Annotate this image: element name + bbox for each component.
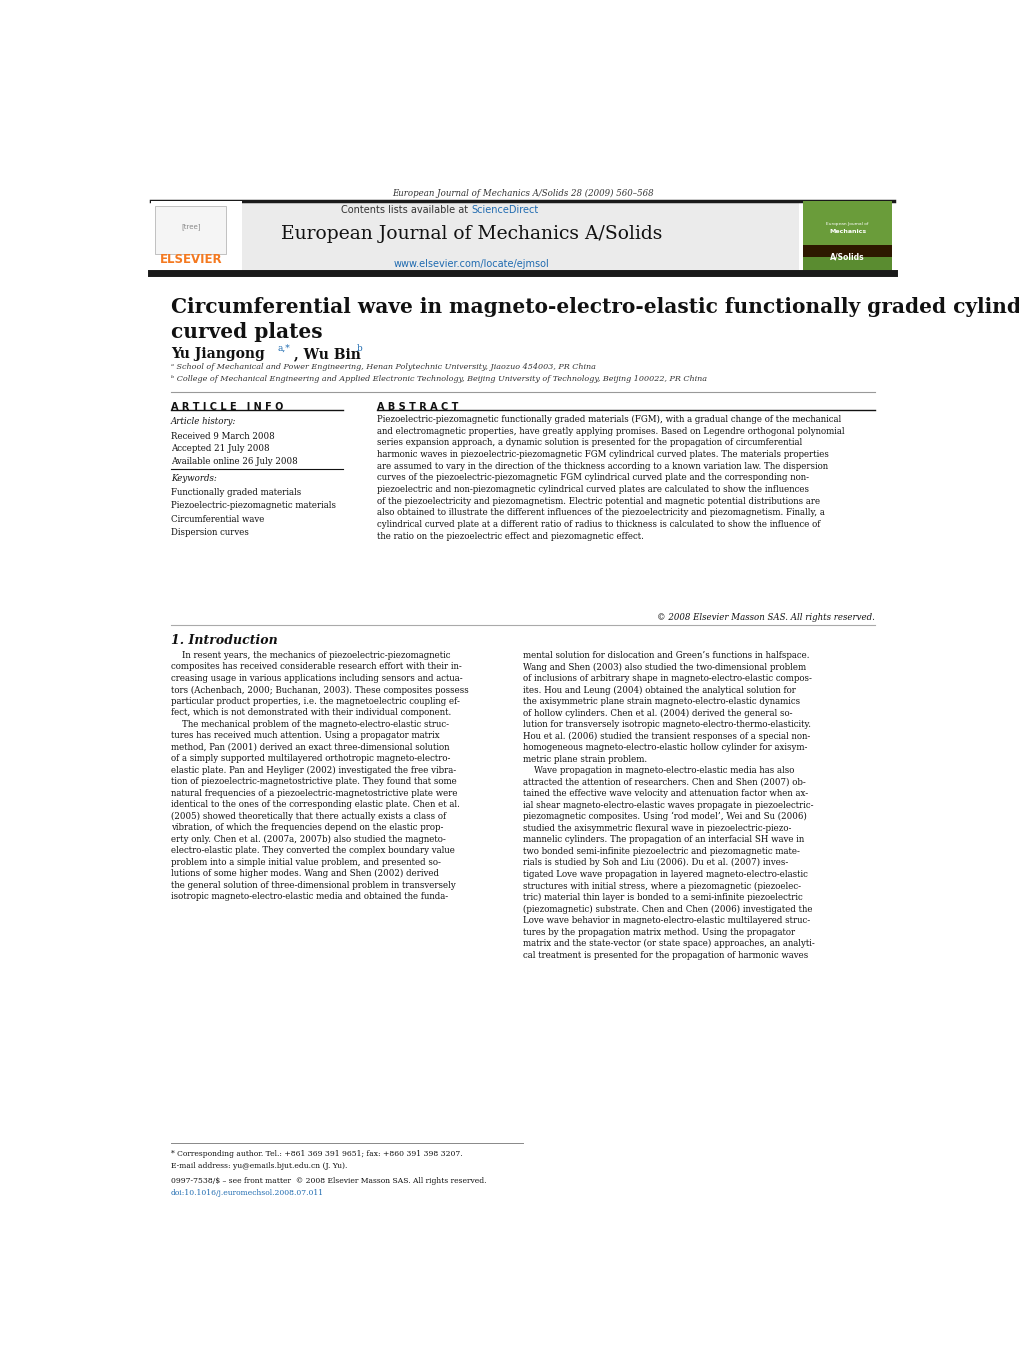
Text: Article history:: Article history: (171, 417, 236, 426)
Text: Dispersion curves: Dispersion curves (171, 528, 249, 538)
Text: ᵃ School of Mechanical and Power Engineering, Henan Polytechnic University, Jiao: ᵃ School of Mechanical and Power Enginee… (171, 363, 595, 372)
Text: b: b (357, 345, 362, 353)
Text: In resent years, the mechanics of piezoelectric-piezomagnetic
composites has rec: In resent years, the mechanics of piezoe… (171, 651, 469, 901)
Text: Keywords:: Keywords: (171, 474, 216, 484)
Text: ScienceDirect: ScienceDirect (471, 205, 538, 215)
Text: Functionally graded materials: Functionally graded materials (171, 488, 301, 497)
Text: Yu Jiangong: Yu Jiangong (171, 347, 265, 361)
Text: ELSEVIER: ELSEVIER (159, 253, 222, 266)
Text: Piezoelectric-piezomagnetic materials: Piezoelectric-piezomagnetic materials (171, 501, 335, 511)
Text: [tree]: [tree] (180, 223, 201, 230)
Text: Circumferential wave: Circumferential wave (171, 515, 264, 524)
Text: A R T I C L E   I N F O: A R T I C L E I N F O (171, 403, 283, 412)
Text: Circumferential wave in magneto-electro-elastic functionally graded cylindrical
: Circumferential wave in magneto-electro-… (171, 297, 1019, 342)
FancyBboxPatch shape (151, 200, 242, 272)
Text: doi:10.1016/j.euromechsol.2008.07.011: doi:10.1016/j.euromechsol.2008.07.011 (171, 1189, 324, 1197)
Text: Mechanics: Mechanics (828, 228, 865, 234)
Text: a,*: a,* (277, 345, 290, 353)
Text: www.elsevier.com/locate/ejmsol: www.elsevier.com/locate/ejmsol (393, 259, 548, 269)
FancyBboxPatch shape (803, 200, 891, 246)
Text: European Journal of Mechanics A/Solids: European Journal of Mechanics A/Solids (280, 224, 661, 243)
Text: E-mail address: yu@emails.bjut.edu.cn (J. Yu).: E-mail address: yu@emails.bjut.edu.cn (J… (171, 1162, 347, 1170)
Text: Available online 26 July 2008: Available online 26 July 2008 (171, 457, 298, 466)
Text: , Wu Bin: , Wu Bin (293, 347, 360, 361)
Text: Received 9 March 2008: Received 9 March 2008 (171, 431, 274, 440)
Text: © 2008 Elsevier Masson SAS. All rights reserved.: © 2008 Elsevier Masson SAS. All rights r… (656, 612, 873, 621)
Text: A/Solids: A/Solids (829, 253, 864, 262)
Text: European Journal of: European Journal of (825, 223, 868, 227)
FancyBboxPatch shape (151, 200, 799, 272)
FancyBboxPatch shape (803, 257, 891, 272)
Text: * Corresponding author. Tel.: +861 369 391 9651; fax: +860 391 398 3207.: * Corresponding author. Tel.: +861 369 3… (171, 1151, 463, 1158)
Text: mental solution for dislocation and Green’s functions in halfspace.
Wang and She: mental solution for dislocation and Gree… (522, 651, 814, 959)
Text: 1. Introduction: 1. Introduction (171, 635, 277, 647)
Text: European Journal of Mechanics A/Solids 28 (2009) 560–568: European Journal of Mechanics A/Solids 2… (391, 189, 653, 199)
Text: Accepted 21 July 2008: Accepted 21 July 2008 (171, 444, 269, 453)
FancyBboxPatch shape (803, 246, 891, 257)
Text: Contents lists available at: Contents lists available at (340, 205, 471, 215)
Text: ᵇ College of Mechanical Engineering and Applied Electronic Technology, Beijing U: ᵇ College of Mechanical Engineering and … (171, 376, 706, 384)
Text: A B S T R A C T: A B S T R A C T (376, 403, 458, 412)
Text: Piezoelectric-piezomagnetic functionally graded materials (FGM), with a gradual : Piezoelectric-piezomagnetic functionally… (376, 415, 844, 540)
FancyBboxPatch shape (155, 205, 226, 254)
Text: 0997-7538/$ – see front matter  © 2008 Elsevier Masson SAS. All rights reserved.: 0997-7538/$ – see front matter © 2008 El… (171, 1178, 486, 1185)
